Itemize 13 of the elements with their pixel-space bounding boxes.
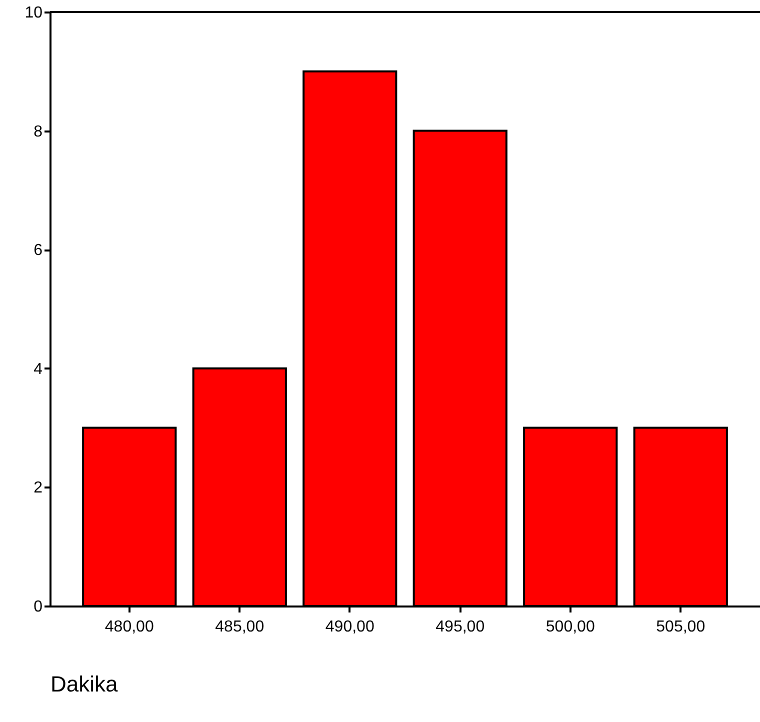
x-tick-label: 500,00 xyxy=(546,618,595,636)
y-tick-label: 10 xyxy=(24,4,43,22)
y-tick-label: 6 xyxy=(34,242,43,260)
x-tick-label: 490,00 xyxy=(325,618,374,636)
x-tick-label: 495,00 xyxy=(436,618,485,636)
y-tick-label: 0 xyxy=(34,598,43,616)
y-tick-label: 2 xyxy=(34,480,43,497)
x-tick-label: 480,00 xyxy=(104,618,154,636)
x-tick-label: 505,00 xyxy=(656,618,706,636)
y-tick-label: 8 xyxy=(34,123,43,140)
x-tick-label: 485,00 xyxy=(215,618,264,636)
y-tick-label: 4 xyxy=(34,360,43,378)
x-axis-title: Dakika xyxy=(50,672,119,696)
